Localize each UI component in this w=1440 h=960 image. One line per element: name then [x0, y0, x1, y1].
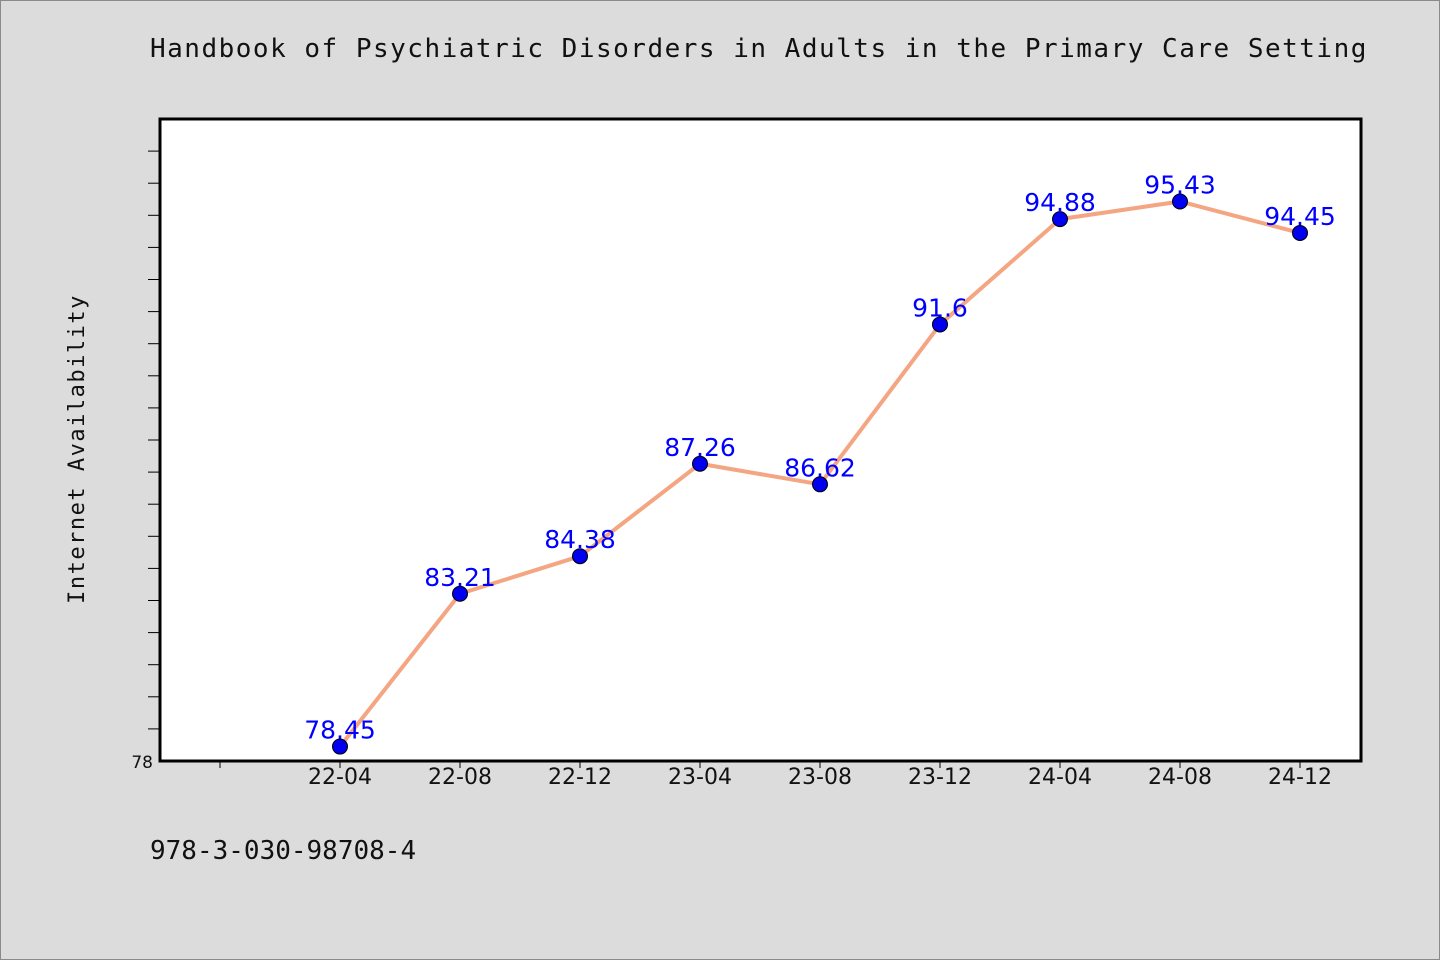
x-tick-label: 24-08 — [1148, 765, 1212, 790]
data-label: 83.21 — [424, 563, 496, 592]
chart-title: Handbook of Psychiatric Disorders in Adu… — [150, 34, 1368, 64]
data-point — [452, 585, 468, 602]
data-label: 86.62 — [784, 453, 856, 482]
data-point — [812, 476, 828, 493]
x-tick-label: 23-04 — [668, 765, 732, 790]
data-label: 78.45 — [304, 716, 376, 745]
data-labels-layer: 78.45 83.21 84.38 87.26 86.62 91.6 94.88 95.43 9… — [304, 170, 1336, 744]
data-point — [1292, 224, 1308, 241]
data-point — [692, 455, 708, 472]
data-label: 95.43 — [1144, 170, 1216, 199]
y-tick-label: 78 — [131, 753, 153, 773]
axis-ticks: 78 22-04 22-08 22-12 23-04 23-08 23-12 24-04 24-… — [131, 150, 1332, 790]
x-tick-label: 23-12 — [908, 765, 972, 790]
series-points-layer — [332, 193, 1308, 755]
footer-isbn: 978-3-030-98708-4 — [150, 836, 417, 866]
x-tick-label: 24-12 — [1268, 765, 1332, 790]
x-tick-label: 22-04 — [308, 765, 372, 790]
x-tick-label: 24-04 — [1028, 765, 1092, 790]
data-label: 94.45 — [1264, 202, 1336, 231]
data-point — [932, 316, 948, 333]
data-label: 94.88 — [1024, 188, 1096, 217]
x-tick-label: 22-12 — [548, 765, 612, 790]
data-label: 91.6 — [912, 293, 968, 322]
data-label: 87.26 — [664, 433, 736, 462]
data-point — [572, 548, 588, 565]
data-point — [1172, 193, 1188, 210]
x-tick-label: 23-08 — [788, 765, 852, 790]
x-tick-label: 22-08 — [428, 765, 492, 790]
data-label: 84.38 — [544, 525, 616, 554]
plot-area — [158, 117, 1363, 763]
data-point — [332, 738, 348, 755]
data-point — [1052, 211, 1068, 228]
y-axis-label: Internet Availability — [65, 294, 90, 604]
